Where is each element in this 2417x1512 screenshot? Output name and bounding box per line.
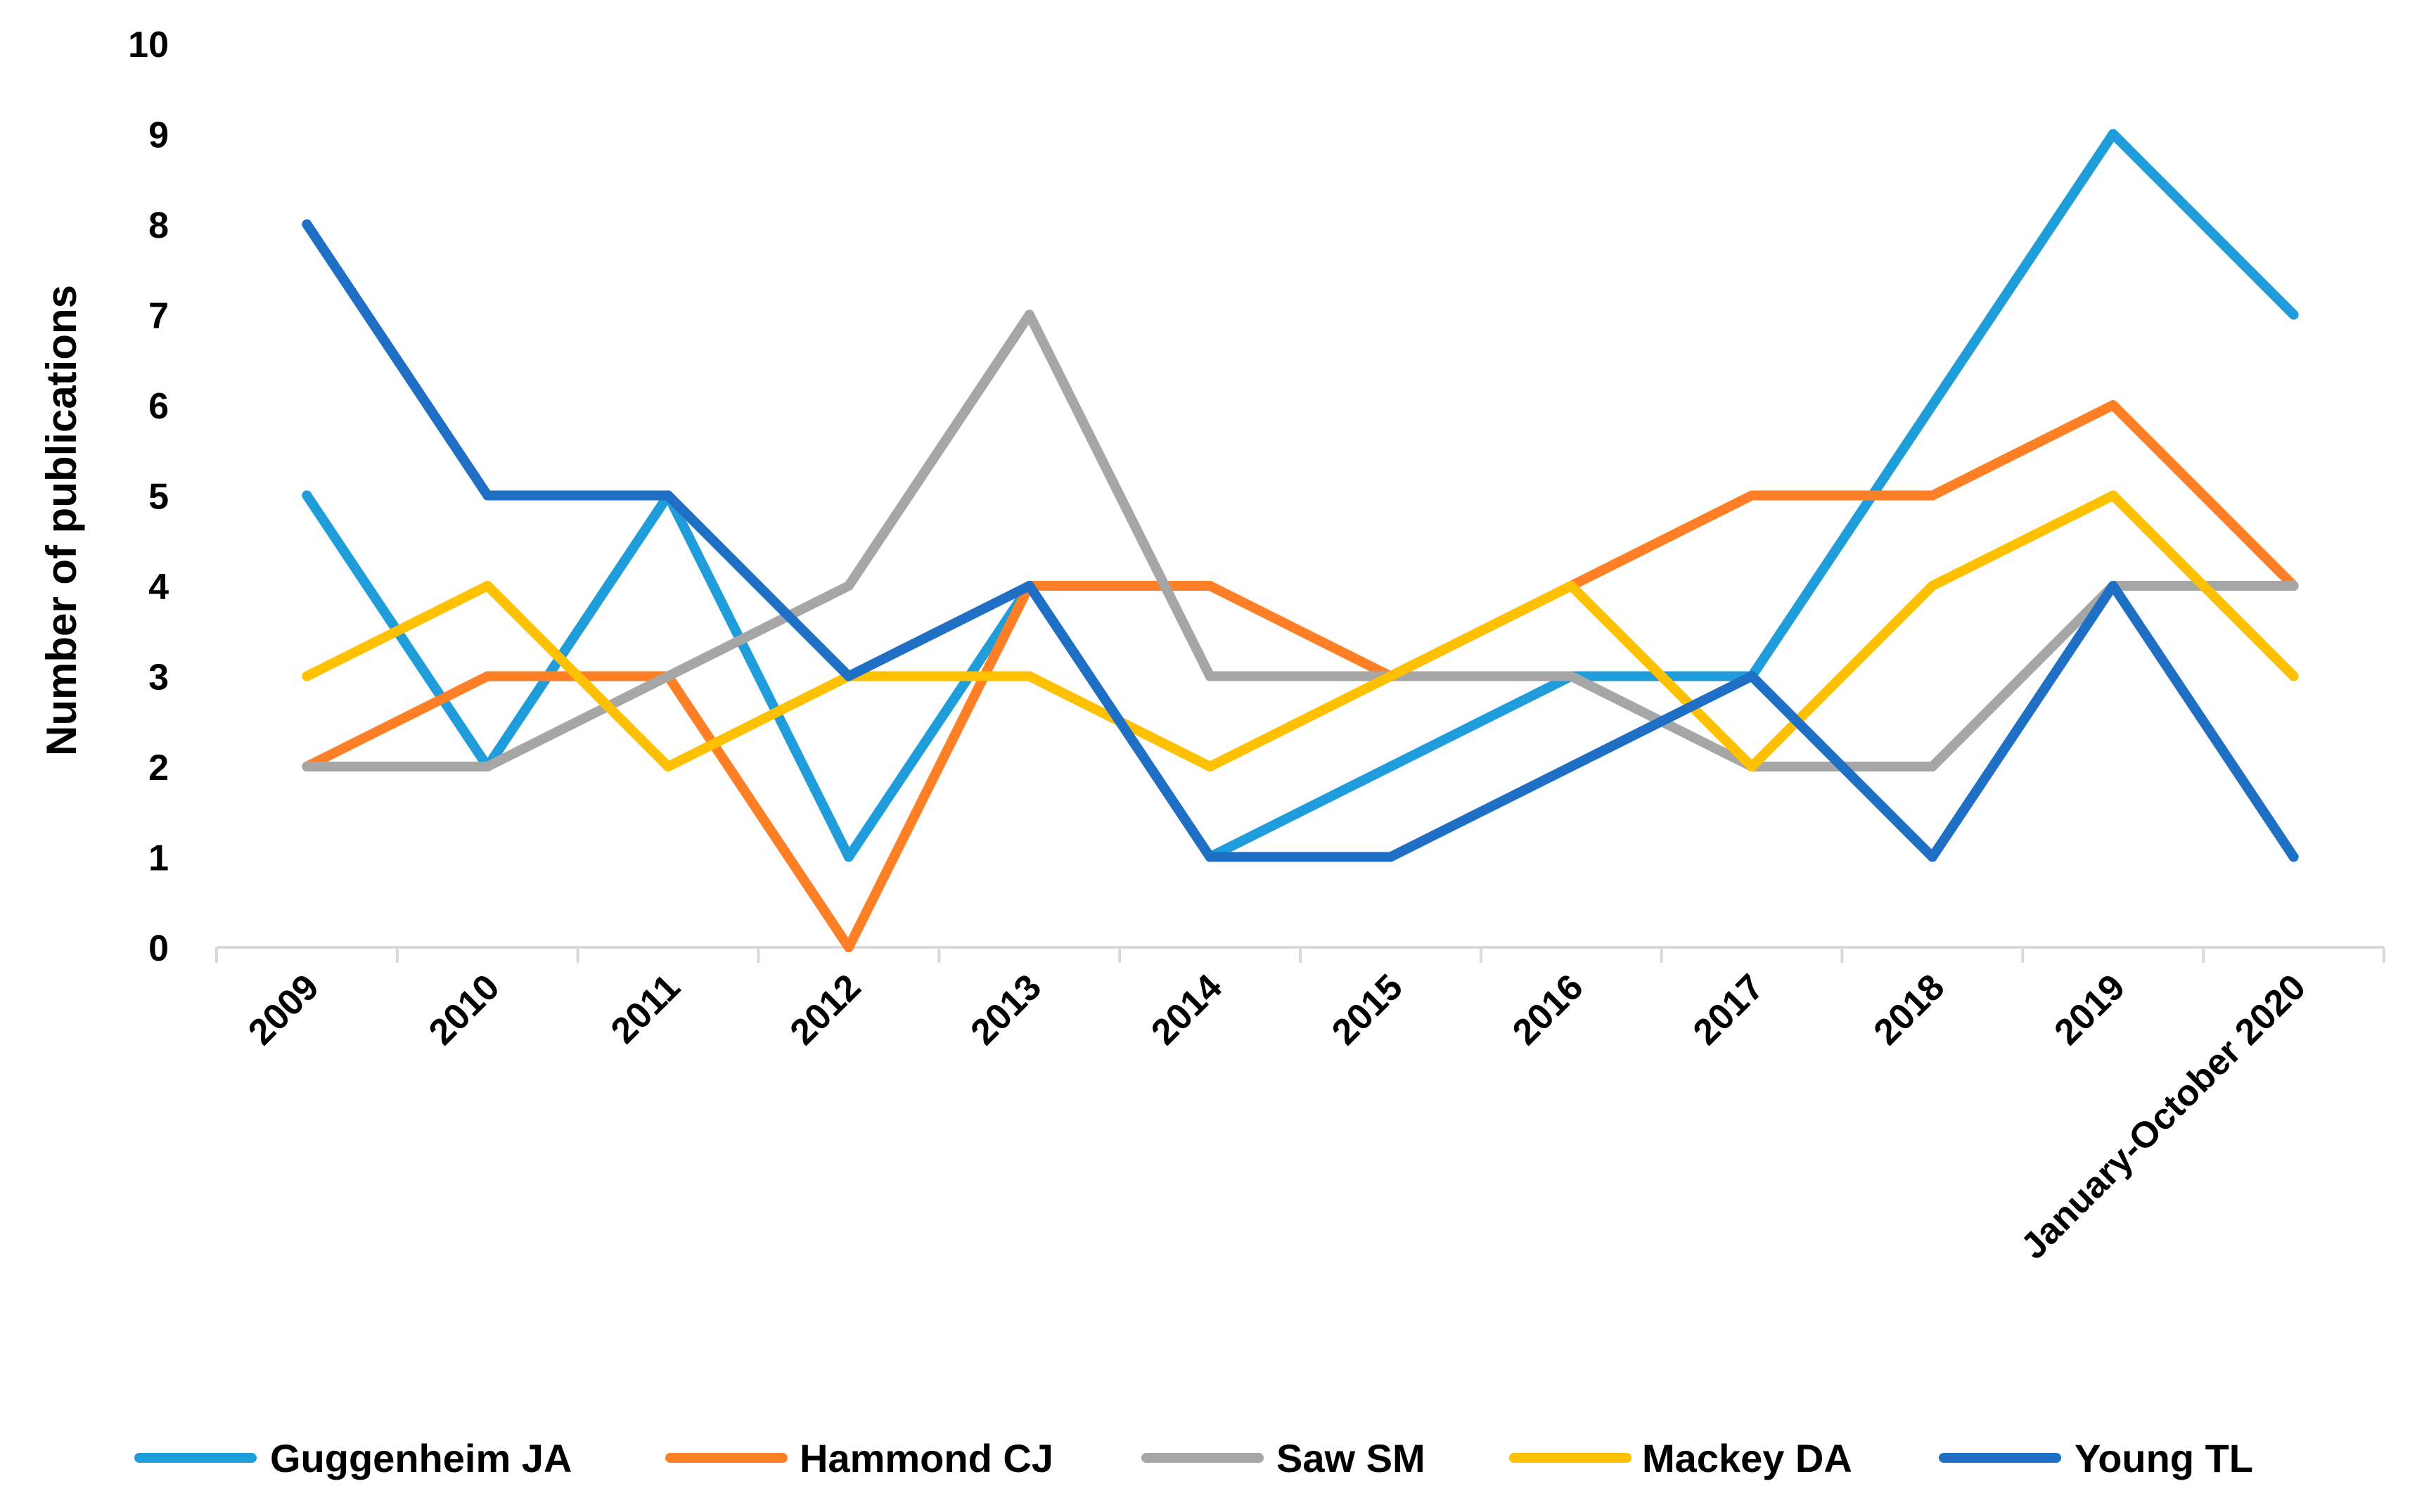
data-point [1024,309,1034,320]
data-point [1024,671,1034,681]
legend-label: Guggenheim JA [270,1436,572,1480]
data-point [1927,852,1937,862]
y-tick-label: 2 [148,748,169,788]
series-line-mackey-da [302,490,2299,771]
data-point [1566,762,1577,771]
data-point [1927,490,1937,501]
y-tick-label: 3 [148,658,169,698]
data-point [843,942,854,952]
data-point [2108,129,2118,139]
data-point [2108,490,2118,501]
data-point [1385,762,1396,771]
y-tick-label: 4 [148,567,169,608]
legend-item-saw-sm: Saw SM [1141,1436,1425,1480]
x-tick-label: 2017 [1686,966,1772,1053]
data-point [843,852,854,862]
data-point [1385,852,1396,862]
data-point [1385,671,1396,681]
legend-item-guggenheim-ja: Guggenheim JA [134,1436,572,1480]
x-tick-label: 2018 [1866,966,1953,1053]
data-point [2288,581,2299,591]
data-point [1566,671,1577,681]
x-tick-label: 2015 [1324,966,1411,1053]
x-tick-label: 2012 [783,966,869,1053]
data-point [2108,400,2118,410]
data-point [1927,581,1937,591]
series-line-young-tl [302,219,2299,862]
data-point [482,581,493,591]
data-point [843,671,854,681]
legend-label: Mackey DA [1642,1436,1852,1480]
data-point [1205,671,1215,681]
legend-item-young-tl: Young TL [1939,1436,2253,1480]
legend-item-hammond-cj: Hammond CJ [665,1436,1053,1480]
data-point [1205,762,1215,771]
y-tick-label: 10 [128,25,169,65]
data-point [663,762,674,771]
x-tick-label: 2014 [1143,966,1230,1053]
data-point [482,762,493,771]
data-point [1927,762,1937,771]
data-point [1747,490,1757,501]
y-tick-label: 5 [148,477,169,518]
data-point [482,490,493,501]
data-point [302,671,312,681]
data-point [1205,852,1215,862]
x-tick-label: 2013 [963,966,1049,1053]
x-tick-label: 2016 [1505,966,1591,1053]
data-point [1205,581,1215,591]
y-axis-title: Number of publications [38,285,85,756]
legend: Guggenheim JA Hammond CJ Saw SM Mackey DA Yo… [134,1436,2253,1480]
x-tick-label: 2011 [603,966,688,1051]
y-tick-label: 9 [148,115,169,156]
data-point [302,490,312,501]
x-tick-label: 2009 [241,966,327,1053]
data-point [663,671,674,681]
data-point [663,490,674,501]
x-tick-label: 2019 [2046,966,2133,1053]
data-point [2288,309,2299,320]
legend-label: Young TL [2075,1436,2253,1480]
y-tick-label: 7 [148,296,169,337]
axis-layer: 0 1 2 3 4 5 6 7 8 9 10 2009 2010 2011 2012 2013 2014 2015… [128,25,2385,1267]
legend-label: Hammond CJ [800,1436,1053,1480]
y-tick-label: 6 [148,386,169,427]
legend-label: Saw SM [1276,1436,1425,1480]
data-point [482,671,493,681]
data-point [2288,852,2299,862]
data-point [302,762,312,771]
series-line-saw-sm [302,309,2299,771]
series-layer [302,129,2299,952]
data-point [1927,400,1937,410]
data-point [1747,762,1757,771]
data-point [302,219,312,229]
series-line-guggenheim-ja [302,129,2299,862]
y-tick-label: 0 [148,928,169,969]
series-line-hammond-cj [302,400,2299,952]
data-point [2288,671,2299,681]
x-tick-label: 2010 [421,966,508,1053]
y-tick-label: 1 [148,838,169,879]
data-point [1024,581,1034,591]
data-point [1566,581,1577,591]
data-point [1747,671,1757,681]
data-point [843,581,854,591]
data-point [2108,581,2118,591]
legend-item-mackey-da: Mackey DA [1509,1436,1852,1480]
y-tick-label: 8 [148,205,169,246]
